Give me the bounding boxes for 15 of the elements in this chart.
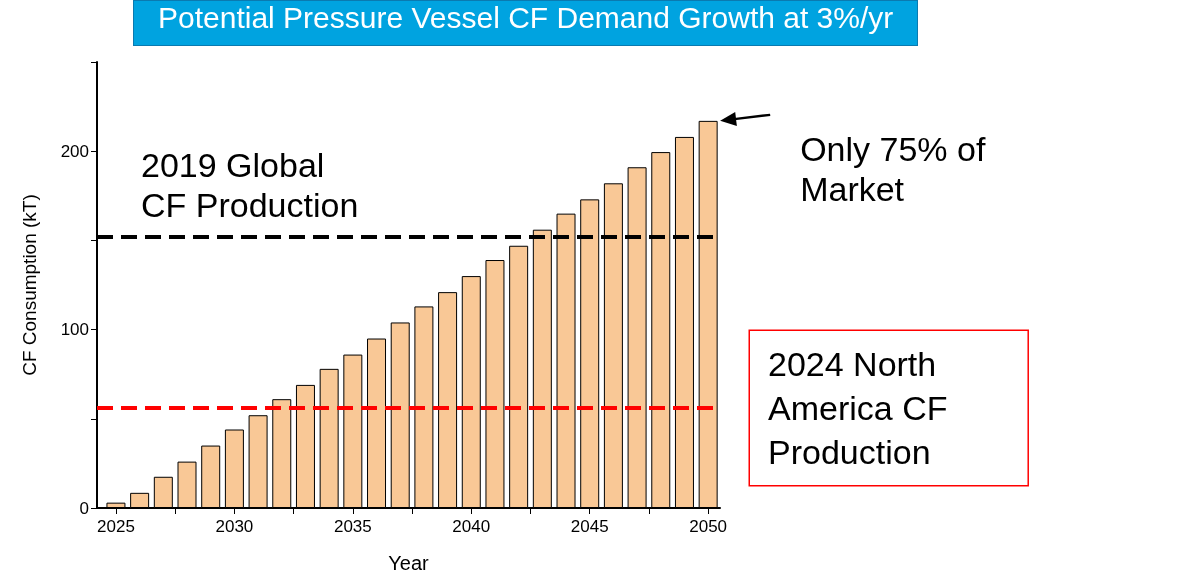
y-axis-title: CF Consumption (kT) (19, 194, 40, 376)
y-tick-label: 200 (60, 141, 89, 161)
x-tick-label: 2045 (570, 517, 609, 536)
x-tick-label: 2025 (97, 517, 135, 536)
y-tick-label: 0 (79, 498, 89, 518)
chart-title: Potential Pressure Vessel CF Demand Growth at 3%/yr (133, 0, 919, 46)
ref-line-label: 2024 North America CF Production (768, 345, 948, 472)
x-tick-label: 2035 (333, 517, 372, 536)
annotation: Only 75% of Market (800, 129, 986, 208)
y-tick-label: 100 (60, 320, 89, 340)
x-tick-label: 2030 (215, 517, 254, 536)
x-axis-title: Year (388, 552, 430, 574)
x-tick-label: 2040 (452, 517, 491, 536)
ref-line-label: 2019 Global CF Production (141, 145, 359, 224)
x-tick-label: 2050 (689, 517, 728, 536)
